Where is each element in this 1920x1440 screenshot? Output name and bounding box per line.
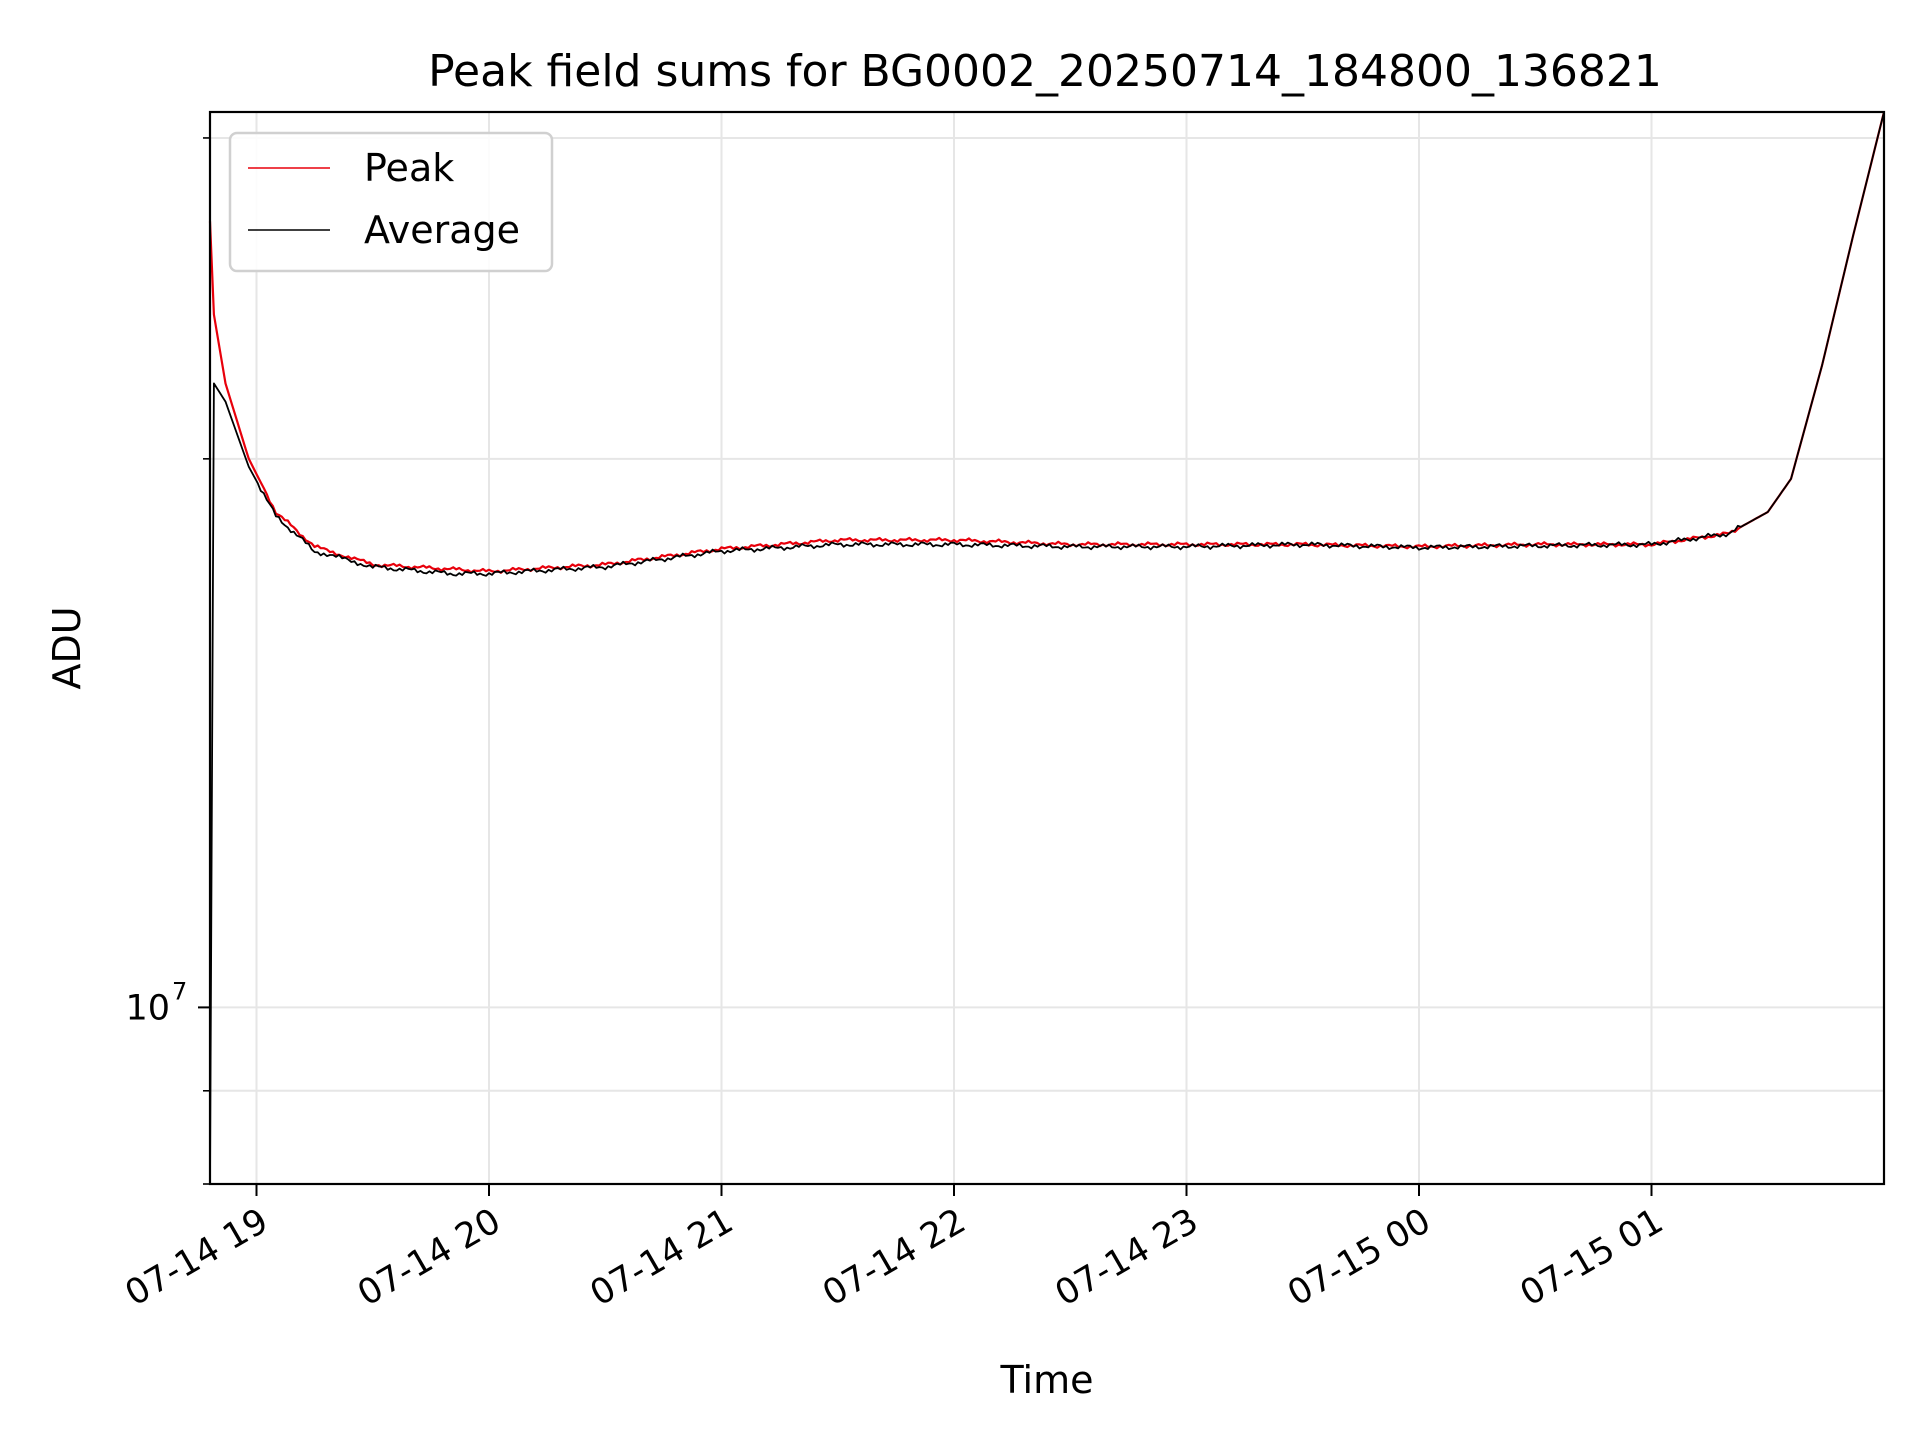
series-line-average <box>209 111 1885 1185</box>
x-tick-label: 07-15 01 <box>1514 1201 1670 1314</box>
legend-label-average: Average <box>364 208 520 252</box>
plot-frame <box>208 110 1886 1186</box>
x-tick-label: 07-14 23 <box>1049 1201 1205 1314</box>
x-tick-label: 07-15 00 <box>1281 1201 1437 1314</box>
y-tick-label: 10 <box>125 988 170 1028</box>
y-axis-label: ADU <box>45 606 89 689</box>
x-tick-label: 07-14 22 <box>816 1201 972 1314</box>
legend: Peak Average <box>228 131 554 273</box>
y-tick-label-exponent: 7 <box>172 977 187 1005</box>
legend-label-peak: Peak <box>364 146 454 190</box>
x-tick-label: 07-14 21 <box>584 1201 740 1314</box>
grid-lines <box>210 112 1884 1185</box>
x-axis-label: Time <box>1000 1358 1094 1402</box>
x-tick-label: 07-14 19 <box>119 1201 275 1314</box>
chart-title: Peak field sums for BG0002_20250714_1848… <box>428 46 1662 97</box>
axis-ticks: 07-14 19 07-14 20 07-14 21 07-14 22 07-14 23… <box>119 137 1670 1314</box>
x-tick-label: 07-14 20 <box>351 1201 507 1314</box>
series-lines <box>208 111 1886 1185</box>
